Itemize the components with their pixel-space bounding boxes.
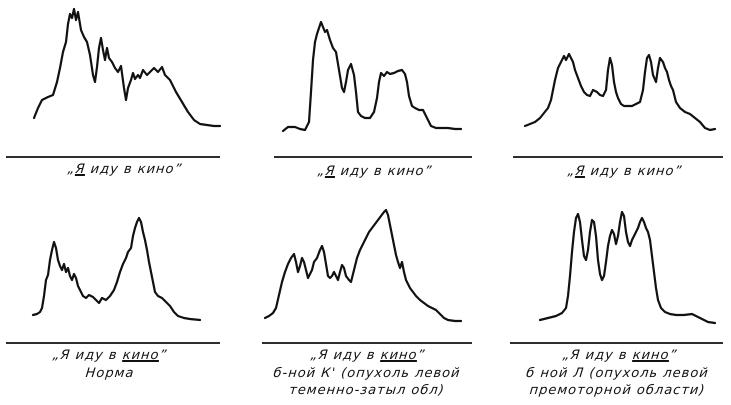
panel-6-caption-part-2: кино <box>631 348 671 363</box>
panel-1-caption-part-3: иду в кино” <box>84 162 184 177</box>
panel-6-caption: „Я иду в кино” <box>519 348 721 363</box>
panel-4-caption-part-3: ” <box>158 348 169 363</box>
panel-5-caption-part-1: „Я иду в <box>309 348 382 363</box>
panel-1 <box>6 7 222 158</box>
panel-5-subcaption-line-2: теменно-затыл обл) <box>288 383 446 398</box>
panel-6-subcaption-line-2: премоторной области) <box>528 383 707 398</box>
panel-5-caption: „Я иду в кино” <box>267 348 469 363</box>
panel-4-caption-part-1: „Я иду в <box>51 348 124 363</box>
panel-1-trace <box>32 7 222 128</box>
panel-6-caption-part-1: „Я иду в <box>561 348 634 363</box>
panel-2 <box>274 20 472 158</box>
panel-2-trace <box>281 20 463 133</box>
panel-3 <box>513 52 723 158</box>
panel-3-trace <box>523 52 717 132</box>
panel-4-trace <box>31 216 202 322</box>
panel-1-caption: „Я иду в кино” <box>39 162 211 177</box>
panel-5-trace <box>263 208 463 323</box>
panel-4 <box>6 216 220 344</box>
panel-6-caption-part-3: ” <box>668 348 679 363</box>
panel-3-caption-part-3: иду в кино” <box>584 164 684 179</box>
panel-4-caption: „Я иду в кино” <box>19 348 201 363</box>
panel-3-caption: „Я иду в кино” <box>539 164 711 179</box>
panel-6-subcaption-line-1: б ной Л (опухоль левой <box>525 366 710 381</box>
panel-5-subcaption-line-1: б-ной К' (опухоль левой <box>272 366 462 381</box>
panel-2-caption-part-3: иду в кино” <box>334 164 434 179</box>
panel-6-trace <box>538 210 717 325</box>
panel-5-caption-part-2: кино <box>379 348 419 363</box>
panel-4-caption-part-2: кино <box>121 348 161 363</box>
panel-2-caption: „Я иду в кино” <box>289 164 461 179</box>
panel-4-subcaption-line-1: Норма <box>84 366 136 381</box>
panel-5-caption-part-3: ” <box>416 348 427 363</box>
panel-6 <box>510 210 723 344</box>
panel-5 <box>262 208 472 344</box>
